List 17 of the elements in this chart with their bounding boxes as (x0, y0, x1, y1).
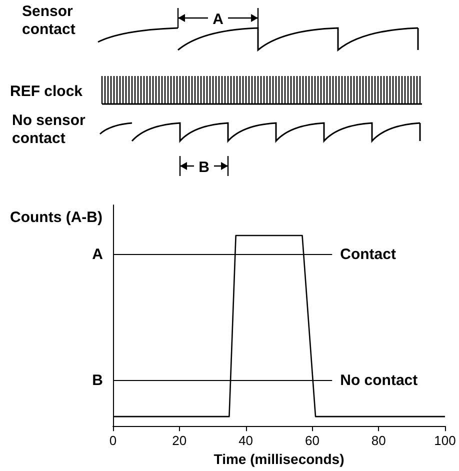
ref-line-label: Contact (340, 246, 396, 264)
text: No sensor contact (12, 112, 86, 147)
text: B (92, 372, 104, 389)
text: REF clock (10, 83, 84, 100)
ref-line-label: No contact (340, 372, 418, 389)
x-tick-label: 80 (371, 433, 386, 448)
text: A (92, 246, 104, 264)
x-tick-label: 20 (172, 433, 187, 448)
y-axis-title: Counts (A-B) (10, 209, 102, 226)
text: A (212, 11, 224, 28)
text: Sensor contact (22, 3, 76, 38)
x-tick-label: 100 (434, 433, 456, 448)
x-axis-title: Time (milliseconds) (214, 451, 344, 467)
x-tick-label: 60 (304, 433, 320, 448)
x-tick-label: 40 (238, 433, 254, 448)
text: B (198, 159, 210, 176)
x-tick-label: 0 (109, 433, 117, 448)
